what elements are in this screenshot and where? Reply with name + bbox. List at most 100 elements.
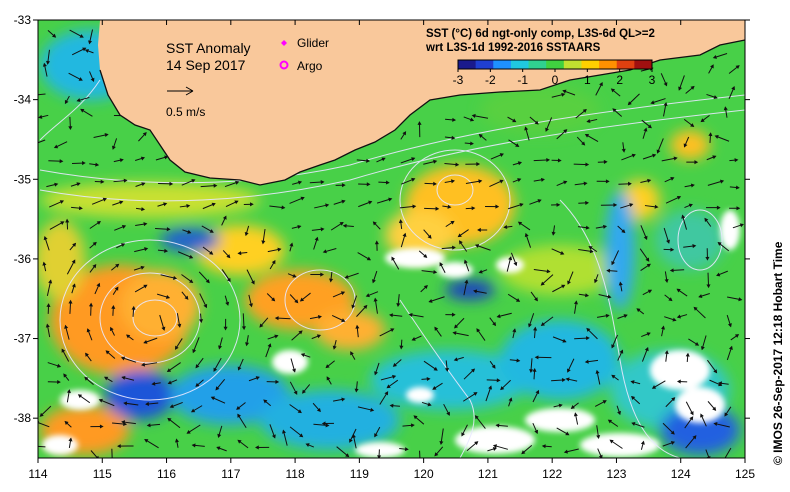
x-tick-label: 125: [735, 467, 755, 481]
current-arrowhead: [716, 205, 721, 210]
current-arrowhead: [688, 203, 693, 208]
current-arrowhead: [105, 350, 110, 355]
current-arrowhead: [404, 447, 409, 452]
current-arrowhead: [722, 457, 723, 458]
current-arrowhead: [161, 326, 166, 331]
current-arrowhead: [666, 239, 670, 244]
current-arrowhead: [63, 373, 68, 378]
current-arrowhead: [563, 180, 568, 185]
current-arrowhead: [299, 297, 305, 302]
colorbar-tick-label: 0: [552, 73, 559, 87]
current-arrowhead: [661, 325, 666, 330]
current-arrowhead: [492, 447, 498, 451]
current-arrowhead: [245, 342, 250, 347]
current-arrowhead: [143, 339, 148, 344]
current-arrowhead: [586, 327, 591, 332]
current-arrowhead: [718, 381, 723, 386]
current-arrowhead: [374, 371, 378, 376]
current-arrowhead: [573, 412, 578, 417]
current-arrowhead: [169, 404, 174, 409]
current-arrowhead: [341, 318, 346, 322]
current-arrowhead: [42, 261, 47, 266]
current-arrowhead: [602, 400, 607, 404]
current-arrowhead: [255, 376, 260, 381]
current-arrowhead: [389, 403, 394, 408]
current-arrowhead: [39, 412, 44, 417]
current-arrowhead: [209, 229, 214, 233]
current-arrowhead: [351, 304, 356, 309]
current-arrowhead: [450, 179, 455, 184]
current-arrowhead: [84, 49, 89, 53]
current-arrowhead: [370, 407, 375, 412]
current-arrowhead: [271, 297, 276, 302]
current-arrowhead: [596, 435, 601, 439]
current-arrowhead: [363, 304, 368, 310]
current-arrowhead: [90, 77, 95, 82]
current-arrowhead: [584, 359, 589, 364]
current-arrowhead: [602, 224, 608, 229]
current-arrowhead: [192, 348, 197, 354]
current-arrowhead: [121, 420, 126, 425]
current-arrowhead: [167, 417, 172, 422]
current-arrowhead: [618, 281, 623, 286]
current-arrowhead: [521, 450, 526, 455]
current-arrowhead: [452, 331, 457, 336]
current-arrowhead: [302, 389, 306, 394]
current-arrowhead: [96, 282, 101, 288]
current-arrowhead: [341, 199, 346, 204]
current-arrowhead: [712, 155, 717, 160]
current-arrowhead: [126, 334, 131, 339]
current-arrowhead: [195, 364, 200, 369]
current-arrowhead: [446, 411, 450, 416]
x-axis: 114 115 116 117 118 119 120 121 122 123 124 125: [28, 20, 755, 481]
current-arrowhead: [654, 204, 659, 209]
current-arrowhead: [43, 235, 48, 241]
current-arrowhead: [117, 444, 121, 449]
current-arrowhead: [100, 179, 105, 184]
current-arrowhead: [263, 399, 268, 404]
current-arrowhead: [57, 379, 61, 385]
colorbar-subtitle: wrt L3S-1d 1992-2016 SSTAARS: [425, 42, 601, 54]
current-arrowhead: [713, 95, 718, 99]
current-arrowhead: [621, 148, 626, 153]
current-arrowhead: [374, 240, 379, 245]
current-arrowhead: [586, 336, 590, 341]
current-arrow: [38, 139, 46, 144]
current-arrowhead: [174, 345, 179, 350]
current-arrowhead: [477, 227, 481, 232]
current-arrowhead: [734, 158, 739, 163]
current-arrowhead: [609, 439, 614, 444]
current-arrowhead: [476, 328, 481, 333]
current-arrowhead: [85, 352, 89, 357]
current-arrowhead: [427, 234, 432, 239]
glider-legend: Glider: [281, 36, 329, 50]
current-arrowhead: [320, 180, 325, 185]
current-arrowhead: [215, 386, 220, 391]
current-arrowhead: [461, 432, 466, 437]
current-arrowhead: [350, 351, 354, 356]
current-arrowhead: [68, 126, 73, 131]
current-arrowhead: [694, 160, 699, 165]
current-arrowhead: [402, 232, 407, 237]
current-arrowhead: [121, 375, 126, 380]
current-arrowhead: [191, 179, 196, 183]
current-arrowhead: [329, 278, 334, 283]
current-arrowhead: [344, 274, 349, 279]
current-arrowhead: [255, 445, 259, 450]
colorbar-segment: [493, 60, 512, 69]
current-arrowhead: [585, 293, 590, 298]
current-arrowhead: [458, 240, 463, 245]
current-arrowhead: [488, 385, 493, 390]
current-arrowhead: [700, 118, 705, 123]
current-arrowhead: [676, 379, 681, 384]
current-arrowhead: [248, 303, 253, 308]
current-arrowhead: [613, 202, 618, 208]
current-arrowhead: [540, 322, 546, 326]
current-arrowhead: [515, 143, 520, 147]
current-arrowhead: [213, 367, 218, 372]
current-arrowhead: [451, 312, 456, 317]
current-arrowhead: [305, 443, 310, 447]
colorbar-tick-label: -2: [485, 73, 496, 87]
current-arrowhead: [631, 422, 636, 426]
current-arrowhead: [59, 200, 65, 204]
